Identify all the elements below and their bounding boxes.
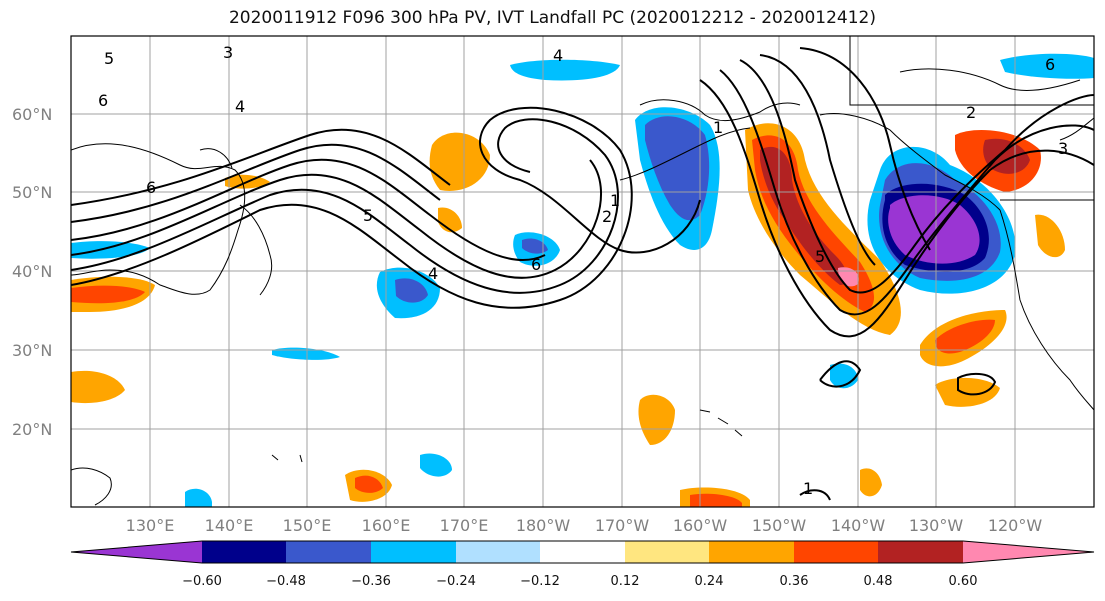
colorbar-segment: [878, 541, 963, 563]
contour-label: 6: [531, 255, 541, 274]
colorbar-tick-label: −0.60: [182, 574, 222, 589]
lon-label: 170°W: [595, 516, 650, 535]
colorbar-outline: [70, 540, 1095, 564]
colorbar-segment: [371, 541, 456, 563]
colorbar-segment: [963, 541, 1094, 563]
lon-label: 130°W: [909, 516, 964, 535]
lon-label: 120°W: [988, 516, 1043, 535]
lat-label: 60°N: [12, 105, 52, 124]
anomaly-gulf-alaska-positive: [745, 123, 901, 335]
colorbar-tick-label: 0.12: [611, 574, 640, 589]
lat-label: 30°N: [12, 341, 52, 360]
shaded-field: [71, 53, 1094, 507]
colorbar-tick-label: 0.24: [695, 574, 724, 589]
latitude-axis: 20°N 30°N 40°N 50°N 60°N: [12, 105, 52, 439]
colorbar-segment: [625, 541, 709, 563]
lon-label: 160°W: [673, 516, 728, 535]
contour-label: 4: [553, 46, 563, 65]
contour-label: 4: [235, 97, 245, 116]
anomaly-misc: [71, 53, 1094, 507]
lon-label: 140°W: [831, 516, 886, 535]
lon-label: 140°E: [205, 516, 254, 535]
colorbar-segment: [456, 541, 540, 563]
colorbar-segment: [202, 541, 286, 563]
contour-label: 5: [815, 247, 825, 266]
contour-label: 3: [1058, 139, 1068, 158]
lon-label: 160°E: [362, 516, 411, 535]
plot-frame: [70, 35, 1095, 508]
colorbar-segment: [709, 541, 794, 563]
pv-contours: [71, 47, 1094, 501]
map-title: 2020011912 F096 300 hPa PV, IVT Landfall…: [228, 8, 876, 28]
contour-label: 5: [363, 206, 373, 225]
colorbar-tick-label: 0.48: [864, 574, 893, 589]
colorbar-tick-label: 0.60: [949, 574, 978, 589]
gridlines: [71, 36, 1094, 507]
contour-label: 6: [1045, 55, 1055, 74]
lat-label: 20°N: [12, 420, 52, 439]
contour-labels: 5 3 6 4 6 5 4 6 2 1 5 2 3 1 1 4 6: [98, 43, 1068, 498]
colorbar-tick-label: 0.36: [780, 574, 809, 589]
lat-label: 50°N: [12, 183, 52, 202]
contour-label: 5: [104, 49, 114, 68]
contour-label: 6: [146, 178, 156, 197]
anomaly-bering-negative: [635, 107, 720, 251]
contour-label: 4: [428, 264, 438, 283]
contour-label: 6: [98, 91, 108, 110]
lon-label: 180°W: [516, 516, 571, 535]
colorbar-tick-label: −0.24: [436, 574, 476, 589]
longitude-axis: 130°E 140°E 150°E 160°E 170°E 180°W 170°…: [126, 516, 1043, 535]
lon-label: 130°E: [126, 516, 175, 535]
colorbar-tick-label: −0.12: [520, 574, 560, 589]
lon-label: 150°W: [752, 516, 807, 535]
contour-label: 2: [602, 207, 612, 226]
contour-label: 2: [966, 103, 976, 122]
contour-label: 1: [610, 191, 620, 210]
colorbar-tick-label: −0.36: [351, 574, 391, 589]
colorbar-tick-label: −0.48: [266, 574, 306, 589]
contour-label: 3: [223, 43, 233, 62]
colorbar: [70, 540, 1095, 564]
lon-label: 150°E: [283, 516, 332, 535]
contour-label: 1: [713, 118, 723, 137]
colorbar-segment: [286, 541, 371, 563]
lat-label: 40°N: [12, 262, 52, 281]
colorbar-ticks: −0.60 −0.48 −0.36 −0.24 −0.12 0.12 0.24 …: [182, 574, 977, 589]
lon-label: 170°E: [440, 516, 489, 535]
colorbar-segment: [540, 541, 625, 563]
contour-label: 1: [803, 479, 813, 498]
colorbar-segment: [71, 541, 202, 563]
colorbar-segment: [794, 541, 878, 563]
